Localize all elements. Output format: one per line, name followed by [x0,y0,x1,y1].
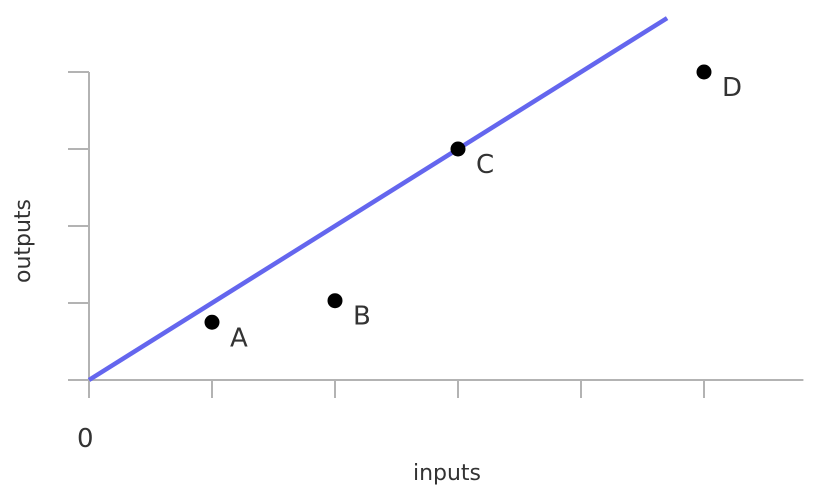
point-label: A [230,323,248,353]
y-axis-title: outputs [11,199,36,283]
point-label: C [476,150,494,180]
x-axis-title: inputs [413,461,481,486]
point-label: D [722,73,742,103]
axes [68,71,804,398]
data-point [450,141,466,157]
origin-label: 0 [77,424,94,454]
data-points: A B C D [204,64,742,353]
series-line [87,16,669,382]
data-point [327,293,343,309]
data-point [696,64,712,80]
point-label: B [353,302,371,332]
x-ticks [211,380,705,398]
data-point [204,314,220,330]
y-ticks [68,71,89,304]
